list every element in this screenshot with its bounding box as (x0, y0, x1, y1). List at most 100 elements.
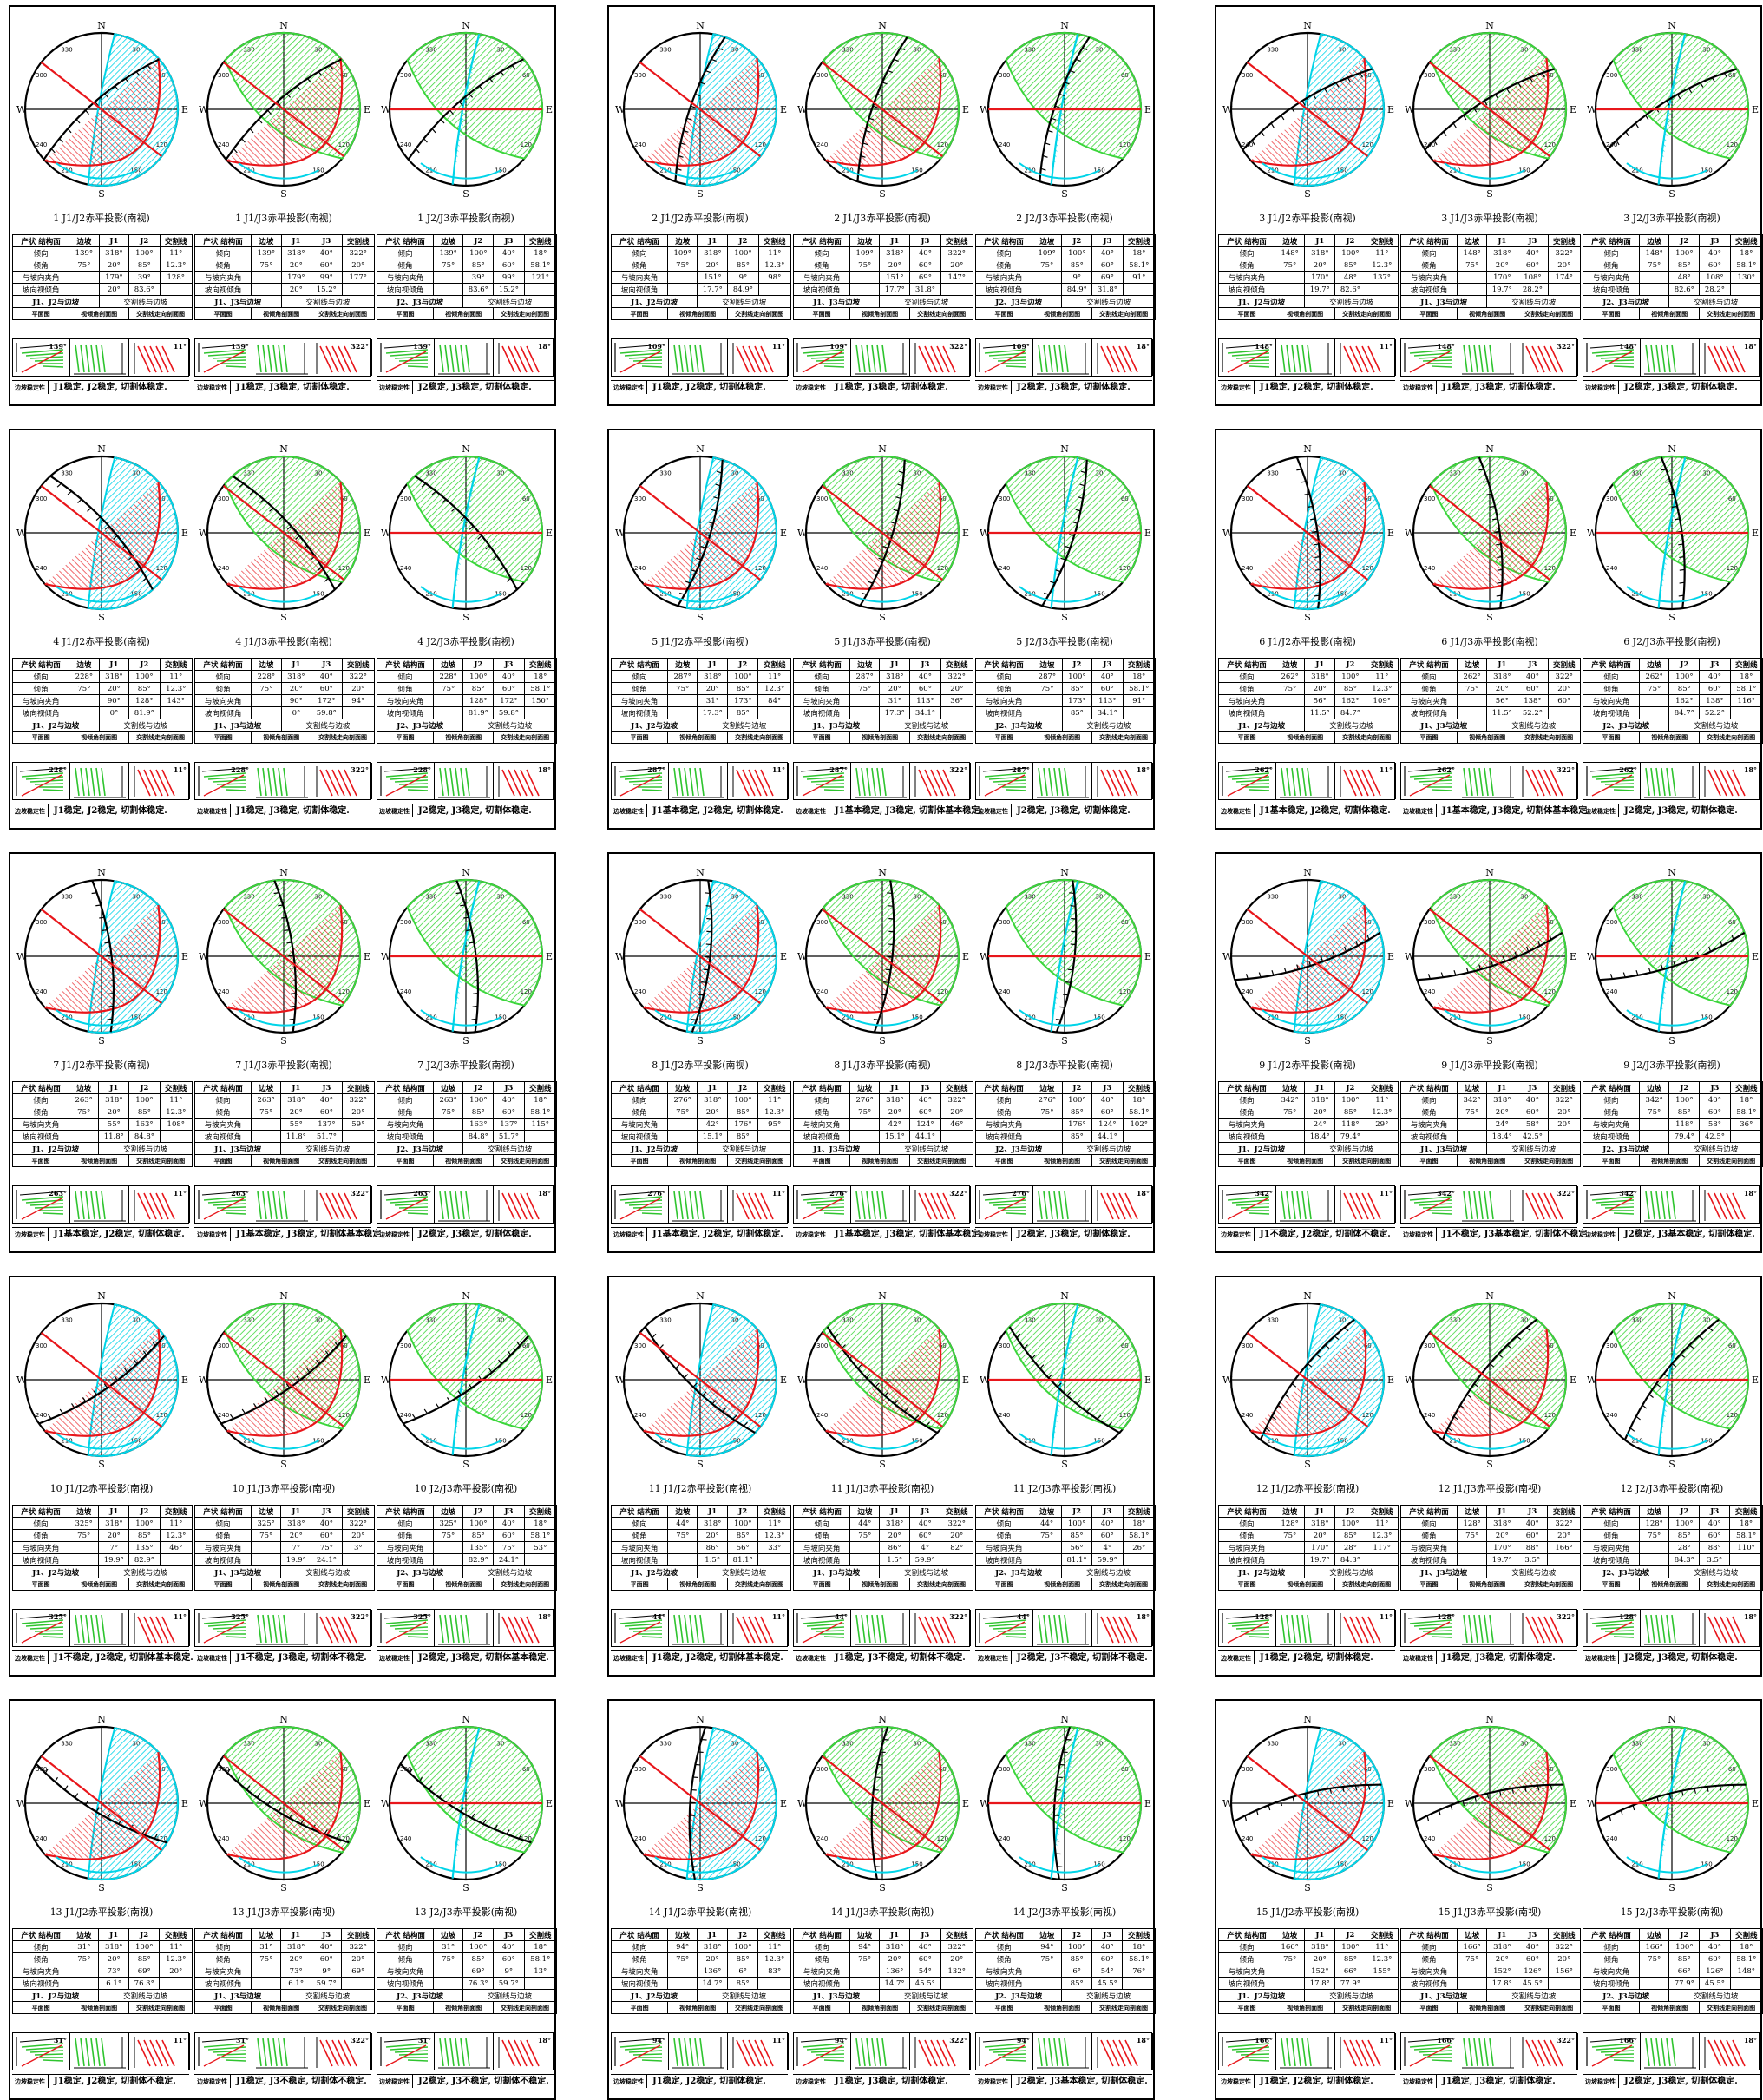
thumb-label: 视倾角剖面图 (1032, 1155, 1092, 1167)
thumb-label: 视倾角剖面图 (668, 1578, 728, 1591)
conclusion-tag: 边坡稳定性 (1218, 381, 1255, 394)
conclusion-tag: 边坡稳定性 (1400, 2075, 1437, 2088)
stereonet-j1j2: NSWE30330603001202401502106 J1/J2赤平投影(南视… (1216, 430, 1399, 830)
thumb-sec (1276, 763, 1335, 799)
table-cell: 交割线 (1548, 1082, 1580, 1094)
section-thumbnails: 166°322° (1400, 2032, 1577, 2070)
table-cell: 倾向 (1401, 1518, 1458, 1530)
conclusion-tag: 边坡稳定性 (1583, 804, 1619, 817)
slope-tick (676, 1365, 679, 1368)
table-cell: 坡向视倾角 (1583, 707, 1640, 719)
pair-header: J1、J2与边坡 (612, 1143, 698, 1155)
lower-arc (1019, 163, 1100, 179)
slope-tick (1315, 582, 1321, 583)
compass-n: N (696, 1290, 705, 1302)
lower-arc (1019, 1857, 1100, 1873)
thumb-plan: 139° (377, 339, 435, 376)
table-cell: 与坡向夹角 (976, 272, 1032, 284)
conclusion-text: J1稳定, J3稳定, 切割体稳定. (231, 381, 350, 394)
section-thumbnails: 139°18° (377, 338, 554, 377)
table-cell (1548, 707, 1580, 719)
table-cell (1366, 707, 1398, 719)
thumb-label: 视倾角剖面图 (668, 2002, 728, 2014)
table-cell (668, 284, 698, 296)
table-cell: 交割线 (1123, 659, 1155, 671)
table-cell: 产状 结构面 (377, 1082, 434, 1094)
slope-tick (1496, 544, 1501, 545)
thumb-label: 平面图 (794, 308, 850, 320)
table-cell: 倾角 (195, 1953, 252, 1965)
table-cell: 倾向 (612, 1094, 668, 1106)
conclusion-tag: 边坡稳定性 (793, 1651, 829, 1664)
slope-tick (65, 1786, 68, 1790)
stereonet-caption: 15 J1/J3赤平投影(南视) (1399, 1905, 1581, 1919)
table-cell (434, 284, 463, 296)
table-cell: 28° (1335, 1542, 1366, 1554)
table-cell: 60° (311, 1953, 342, 1965)
compass-s: S (98, 188, 105, 200)
table-cell (1366, 1978, 1398, 1990)
table-cell: 174° (1548, 272, 1580, 284)
slope-tick (432, 128, 436, 133)
table-cell: 342° (1640, 1094, 1669, 1106)
conclusion-text: J2稳定, J3稳定, 切割体稳定. (413, 1228, 532, 1241)
table-cell: 66° (1335, 1965, 1366, 1978)
thumb-dir: 18° (1137, 765, 1150, 774)
table-cell: 58.1° (1730, 1530, 1763, 1542)
slope-tick (460, 905, 465, 906)
tick-label: 330 (659, 47, 671, 54)
table-cell: 126° (1517, 1965, 1548, 1978)
table-cell: 66° (1669, 1965, 1700, 1978)
table-cell: 163° (129, 1119, 160, 1131)
thumb-label: 视倾角剖面图 (668, 1155, 728, 1167)
tick-label: 300 (816, 495, 828, 502)
compass-s: S (1061, 1882, 1068, 1893)
thumb-dir: 18° (1137, 342, 1150, 351)
stereonet-caption: 9 J1/J3赤平投影(南视) (1399, 1058, 1581, 1072)
tick-label: 300 (1424, 72, 1435, 79)
table-cell: 128° (160, 272, 192, 284)
table-cell: 倾角 (195, 259, 252, 272)
table-cell: 176° (728, 1119, 758, 1131)
intersect-header: 交割线与边坡 (698, 296, 791, 308)
compass-e: E (1387, 1798, 1394, 1809)
slope-tick (1314, 557, 1320, 558)
table-cell: 产状 结构面 (1219, 1082, 1275, 1094)
tick-label: 240 (816, 988, 828, 995)
table-cell: 20° (880, 1530, 910, 1542)
table-cell: 128° (1640, 1518, 1669, 1530)
table-cell: 坡向视倾角 (976, 707, 1032, 719)
tick-label: 300 (999, 72, 1010, 79)
table-cell (1123, 707, 1155, 719)
slope-tick (705, 893, 710, 894)
pair-header: J1、J3与边坡 (1401, 1566, 1487, 1578)
compass-n: N (1485, 1714, 1494, 1725)
table-cell: J2 (1669, 659, 1700, 671)
compass-w: W (797, 1375, 808, 1386)
compass-n: N (1668, 867, 1676, 878)
table-cell: 75° (69, 1530, 99, 1542)
conclusion-tag: 边坡稳定性 (611, 804, 647, 817)
table-cell (1458, 1965, 1487, 1978)
j1j2-net: NSWE3033060300120240150210 (1222, 443, 1394, 623)
stereonet-j2j3: NSWE30330603001202401502105 J2/J3赤平投影(南视… (973, 430, 1156, 830)
tick-label: 240 (36, 988, 47, 995)
compass-s: S (1061, 1459, 1068, 1470)
table-cell: 1.5° (698, 1554, 728, 1566)
table-cell: 85° (129, 259, 160, 272)
thumb-x: 11° (728, 339, 789, 376)
table-cell (1730, 1131, 1762, 1143)
table-cell (1032, 1965, 1062, 1978)
table-cell (434, 1978, 463, 1990)
slope-tick (1497, 595, 1502, 596)
thumb-dir: 11° (772, 1612, 785, 1621)
tick-label: 240 (999, 1412, 1010, 1419)
table-cell: J1 (880, 235, 910, 247)
stereonet-caption: 8 J1/J2赤平投影(南视) (609, 1058, 791, 1072)
table-cell: 倾向 (1401, 671, 1458, 683)
thumb-dir: 18° (1137, 1612, 1150, 1621)
